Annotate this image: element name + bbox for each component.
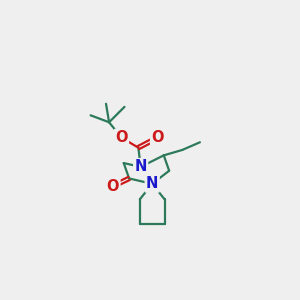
Text: O: O xyxy=(152,130,164,145)
Text: O: O xyxy=(115,130,128,145)
Text: N: N xyxy=(146,176,158,191)
Text: N: N xyxy=(134,159,147,174)
Text: O: O xyxy=(107,178,119,194)
